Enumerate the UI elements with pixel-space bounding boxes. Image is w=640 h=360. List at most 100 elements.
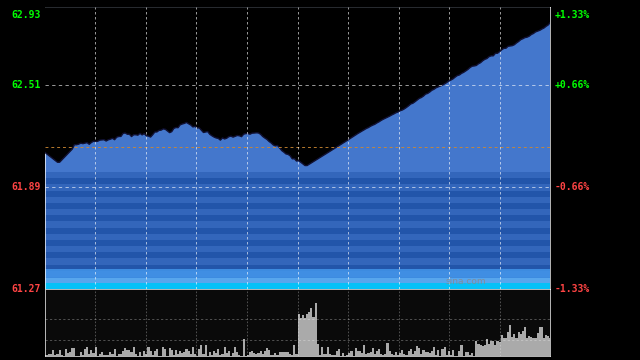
Bar [361,353,363,356]
Bar [323,354,325,356]
Bar [382,355,385,356]
Bar [437,350,439,356]
Bar [308,312,310,356]
Bar [194,354,196,356]
Bar [134,354,137,356]
Bar [416,346,418,356]
Bar [380,354,382,356]
Bar [65,349,67,356]
Bar [82,355,84,356]
Bar [287,352,289,356]
Bar [531,337,532,356]
Bar [524,327,526,356]
Bar [304,318,306,356]
Bar [270,355,272,356]
Bar [278,352,281,356]
Bar [101,352,103,356]
Bar [168,348,171,356]
Bar [111,354,113,356]
Bar [249,352,251,356]
Bar [46,355,48,356]
Bar [310,308,312,356]
Bar [99,354,101,356]
Bar [503,338,505,356]
Bar [363,345,365,356]
Bar [393,355,395,356]
Bar [479,345,482,356]
Bar [118,354,120,356]
Bar [427,352,429,356]
Bar [223,347,226,356]
Bar [215,352,217,356]
Bar [88,354,90,356]
Bar [50,354,52,356]
Bar [275,353,276,356]
Bar [217,349,220,356]
Bar [319,355,321,356]
Bar [200,345,202,356]
Bar [84,349,86,356]
Bar [408,351,410,356]
Bar [293,345,296,356]
Bar [213,351,215,356]
Bar [108,355,109,356]
Bar [276,355,278,356]
Text: 61.27: 61.27 [11,284,40,294]
Bar [69,352,71,356]
Bar [444,347,445,356]
Bar [173,355,175,356]
Bar [314,303,317,356]
Bar [154,351,156,356]
Bar [272,355,275,356]
Bar [95,347,97,356]
Bar [209,352,211,356]
Bar [132,347,134,356]
Text: -1.33%: -1.33% [555,284,590,294]
Bar [355,348,357,356]
Bar [442,349,444,356]
Bar [492,341,494,356]
Bar [338,349,340,356]
Text: +0.66%: +0.66% [555,80,590,90]
Bar [403,355,406,356]
Bar [365,354,367,356]
Bar [71,348,74,356]
Bar [488,344,490,356]
Bar [255,354,257,356]
Bar [152,355,154,356]
Bar [260,351,262,356]
Bar [285,352,287,356]
Bar [312,317,314,356]
Bar [534,338,537,356]
Bar [150,351,152,356]
Bar [86,347,88,356]
Bar [302,315,304,356]
Bar [221,354,223,356]
Bar [433,347,435,356]
Bar [143,351,145,356]
Bar [327,347,330,356]
Bar [192,347,194,356]
Bar [435,355,437,356]
Bar [406,355,408,356]
Bar [92,353,95,356]
Bar [477,344,479,356]
Bar [257,353,260,356]
Bar [124,348,126,356]
Bar [243,339,244,356]
Bar [131,352,132,356]
Bar [58,350,61,356]
Bar [490,341,492,356]
Bar [113,349,116,356]
Bar [445,355,448,356]
Bar [164,349,166,356]
Bar [429,353,431,356]
Bar [198,349,200,356]
Bar [321,347,323,356]
Bar [388,351,390,356]
Text: -0.66%: -0.66% [555,182,590,192]
Bar [476,341,477,356]
Bar [105,355,108,356]
Bar [399,353,401,356]
Bar [372,348,374,356]
